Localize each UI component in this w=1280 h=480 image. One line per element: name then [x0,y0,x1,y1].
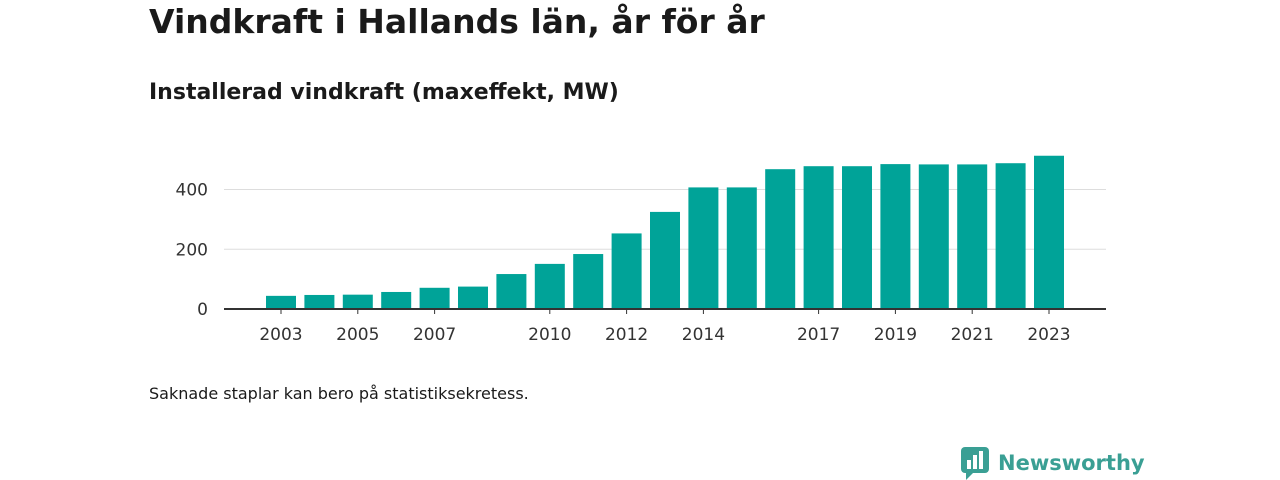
x-tick-label: 2023 [1027,325,1070,345]
bar-2017 [803,166,834,309]
bar-2006 [381,291,412,309]
bar-2019 [880,164,911,309]
bar-2013 [650,211,680,309]
bar-2007 [419,287,450,309]
bar-2020 [918,164,949,309]
x-tick-label: 2017 [797,325,840,345]
bar-2009 [496,274,527,309]
x-tick-label: 2012 [605,325,648,345]
brand-logo: Newsworthy [960,446,1145,480]
bar-2022 [995,163,1026,309]
y-tick-label: 0 [197,300,208,320]
bar-2008 [458,286,488,309]
bar-2016 [765,169,796,309]
newsworthy-logo-icon [961,447,989,480]
bar-2011 [573,254,604,309]
x-tick-label: 2005 [336,325,379,345]
bar-2018 [842,166,872,309]
x-tick-label: 2014 [682,325,725,345]
x-tick-label: 2003 [259,325,302,345]
brand-name: Newsworthy [998,451,1145,475]
bar-2005 [342,294,373,309]
x-tick-label: 2007 [413,325,456,345]
bar-2010 [534,263,565,309]
bar-2012 [611,233,642,309]
bar-2015 [726,187,757,309]
y-tick-label: 400 [176,181,208,201]
x-tick-label: 2021 [951,325,994,345]
bar-2004 [304,294,335,309]
chart-subtitle: Installerad vindkraft (maxeffekt, MW) [149,80,619,105]
x-tick-label: 2019 [874,325,917,345]
x-tick-label: 2010 [528,325,571,345]
bar-2023 [1034,155,1064,309]
bar-2003 [266,295,296,309]
chart-title: Vindkraft i Hallands län, år för år [149,2,765,41]
y-tick-label: 200 [176,240,208,260]
bar-2014 [688,187,719,309]
bar-2021 [957,164,988,309]
footnote: Saknade staplar kan bero på statistiksek… [149,384,529,403]
